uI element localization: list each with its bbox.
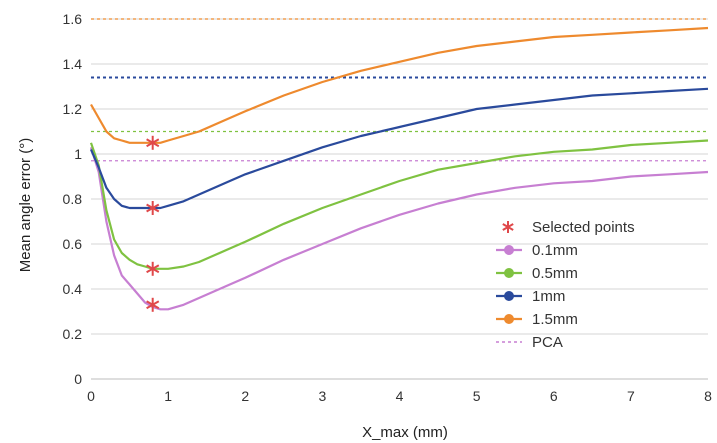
x-tick-label: 7 [627,388,635,404]
x-axis-label: X_max (mm) [362,424,448,441]
legend-dot-1.5mm [504,314,514,324]
y-tick-label: 1.4 [63,56,83,72]
legend-label-0.5mm: 0.5mm [532,265,578,282]
legend-label-0.1mm: 0.1mm [532,242,578,259]
y-tick-label: 0.4 [63,281,83,297]
selected-point-markers [146,135,160,312]
legend-pca-label: PCA [532,334,563,351]
selected-point-1.5mm [146,135,160,150]
x-tick-label: 6 [550,388,558,404]
x-tick-label: 2 [241,388,249,404]
series-line-0.5mm [89,139,709,270]
x-tick-label: 1 [164,388,172,404]
x-tick-label: 0 [87,388,95,404]
legend-dot-1mm [504,291,514,301]
x-tick-label: 5 [473,388,481,404]
x-tick-label: 4 [396,388,404,404]
y-axis-label: Mean angle error (°) [17,138,34,272]
legend-label-1mm: 1mm [532,288,565,305]
y-tick-label: 0.2 [63,326,83,342]
selected-point-0.1mm [146,297,160,312]
y-tick-label: 1 [74,146,82,162]
y-tick-label: 1.6 [63,11,83,27]
y-tick-labels: 0 0.2 0.4 0.6 0.8 1 1.2 1.4 1.6 [63,11,83,387]
grid-lines [91,18,708,380]
series-line-1.5mm [90,26,709,144]
selected-point-0.5mm [146,261,160,276]
pca-reference-lines [91,18,708,162]
y-tick-label: 0.6 [63,236,83,252]
y-tick-label: 0 [74,371,82,387]
legend: Selected points 0.1mm 0.5mm 1mm 1.5mm PCA [496,219,635,351]
x-tick-label: 3 [318,388,326,404]
legend-selected-marker [502,221,514,233]
y-tick-label: 0.8 [63,191,83,207]
legend-dot-0.5mm [504,268,514,278]
legend-dot-0.1mm [504,245,514,255]
series-lines [89,26,709,311]
series-line-1mm [89,87,709,210]
series-line-0.1mm [89,146,709,311]
legend-selected-label: Selected points [532,219,635,236]
selected-point-1mm [146,201,160,215]
legend-label-1.5mm: 1.5mm [532,311,578,328]
x-tick-label: 8 [704,388,712,404]
x-tick-labels: 0 1 2 3 4 5 6 7 8 [87,388,712,404]
y-tick-label: 1.2 [63,101,83,117]
